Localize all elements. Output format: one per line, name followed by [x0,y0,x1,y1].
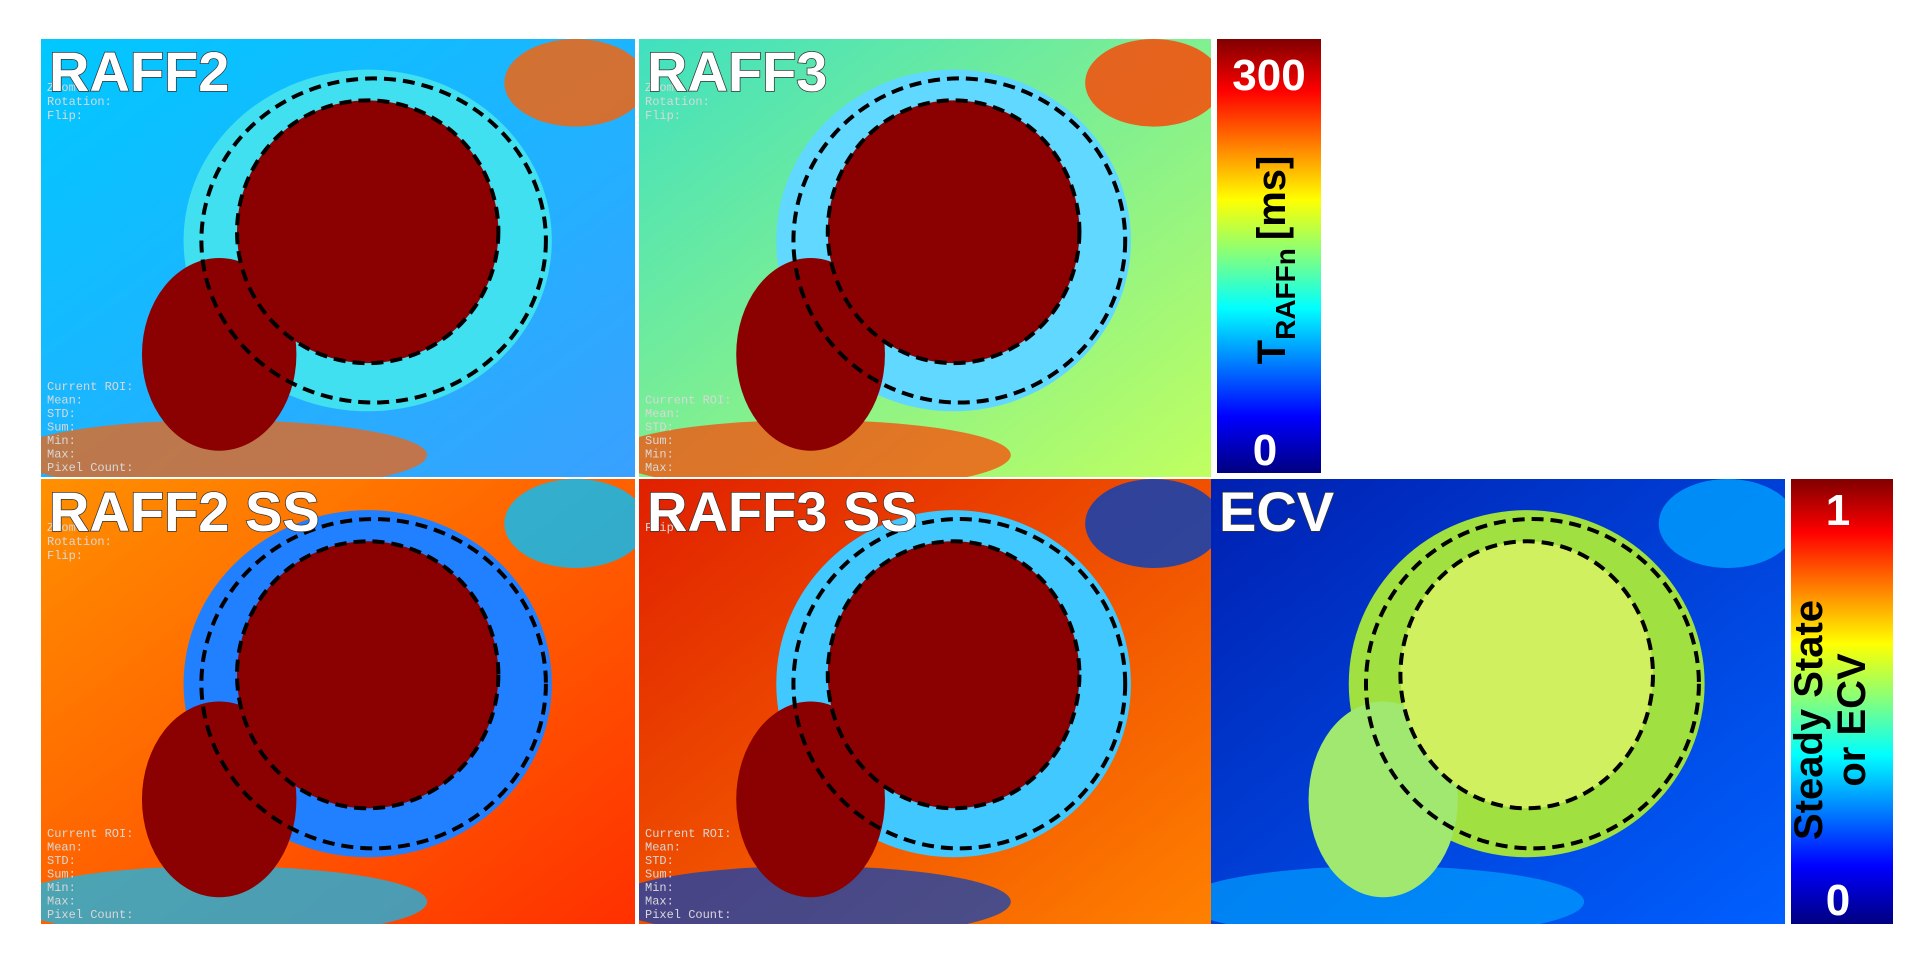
colorbar [1217,39,1321,473]
overlay-text: Max: [47,448,76,462]
overlay-text: Max: [645,895,674,909]
contour [199,517,548,851]
overlay-text: Sum: [645,434,674,448]
colorbar [1791,479,1893,924]
overlay-text: Pixel Count: [47,908,133,922]
image-panel: Zoom:Rotation:Flip: Current ROI:Mean:STD:… [639,39,1211,477]
right-ventricle [141,701,297,898]
image-panel: Flip: Current ROI:Mean:STD:Sum:Min:Max:Pi… [639,479,1211,924]
overlay-text: Rotation: [47,535,112,549]
overlay-text: Min: [47,881,76,895]
overlay-text: Sum: [47,421,76,435]
contour [1363,517,1701,851]
tissue [1658,479,1785,568]
left-ventricle [1400,541,1653,809]
overlay-text: STD: [645,421,674,435]
contour [791,517,1128,851]
tissue [504,39,635,127]
title-main: T [1250,340,1294,364]
overlay-text: Zoom: [47,521,83,535]
overlay-text: Mean: [645,841,681,855]
colorbar-min: 0 [1826,876,1850,925]
overlay-text: Pixel Count: [47,461,133,475]
colorbar-min: 0 [1253,426,1277,475]
overlay-text: Min: [645,881,674,895]
colorbar-max: 1 [1826,486,1850,535]
overlay-text: Zoom: [47,81,83,95]
overlay-text: Max: [47,895,76,909]
overlay-text: Mean: [645,407,681,421]
panel-label: RAFF3 [647,40,827,103]
image-panel: Zoom:Rotation:Flip: Current ROI:Mean:STD:… [41,479,635,924]
overlay-text: Sum: [645,868,674,882]
panel-label: RAFF3 SS [647,480,918,543]
overlay-text: Rotation: [645,95,710,109]
overlay-text: Flip: [645,109,681,123]
contour [199,76,548,405]
contour [791,76,1128,405]
overlay-text: Sum: [47,868,76,882]
colorbar-title: Steady State [1787,600,1831,840]
overlay-text: Mean: [47,841,83,855]
colorbar-title: TRAFFn [ms] [1250,156,1301,365]
contour [1398,539,1655,811]
overlay-text: STD: [645,854,674,868]
overlay-text: Flip: [645,521,681,535]
image-panel: Zoom:Rotation:Flip: Current ROI:Mean:STD:… [41,39,635,477]
overlay-text: Current ROI: [645,827,731,841]
left-ventricle [827,541,1080,809]
overlay-text: Mean: [47,394,83,408]
overlay-text: STD: [47,854,76,868]
overlay-text: Pixel Count: [645,908,731,922]
overlay-text: Flip: [47,549,83,563]
overlay-text: Current ROI: [47,827,133,841]
panel-label: RAFF2 [49,40,229,103]
left-ventricle [237,541,499,809]
contour [825,539,1082,811]
colorbar-title: or ECV [1830,653,1874,787]
overlay-text: Min: [645,448,674,462]
title-sub: RAFFn [1270,248,1301,340]
contour [825,98,1082,366]
tissue [1085,39,1211,127]
overlay-text: Max: [645,461,674,475]
contour [235,98,501,366]
overlay-text: STD: [47,407,76,421]
tissue [1085,479,1211,568]
left-ventricle [237,100,499,364]
title-unit: [ms] [1250,156,1294,240]
tissue [504,479,635,568]
panel-label: ECV [1219,480,1334,543]
colorbar-max: 300 [1232,51,1305,100]
overlay-text: Flip: [47,109,83,123]
overlay-text: Rotation: [47,95,112,109]
panel-label: RAFF2 SS [49,480,320,543]
left-ventricle [827,100,1080,364]
overlay-text: Current ROI: [47,380,133,394]
overlay-text: Min: [47,434,76,448]
image-panel: ECV [1211,479,1785,924]
overlay-text: Zoom: [645,81,681,95]
overlay-text: Current ROI: [645,394,731,408]
contour [235,539,501,811]
